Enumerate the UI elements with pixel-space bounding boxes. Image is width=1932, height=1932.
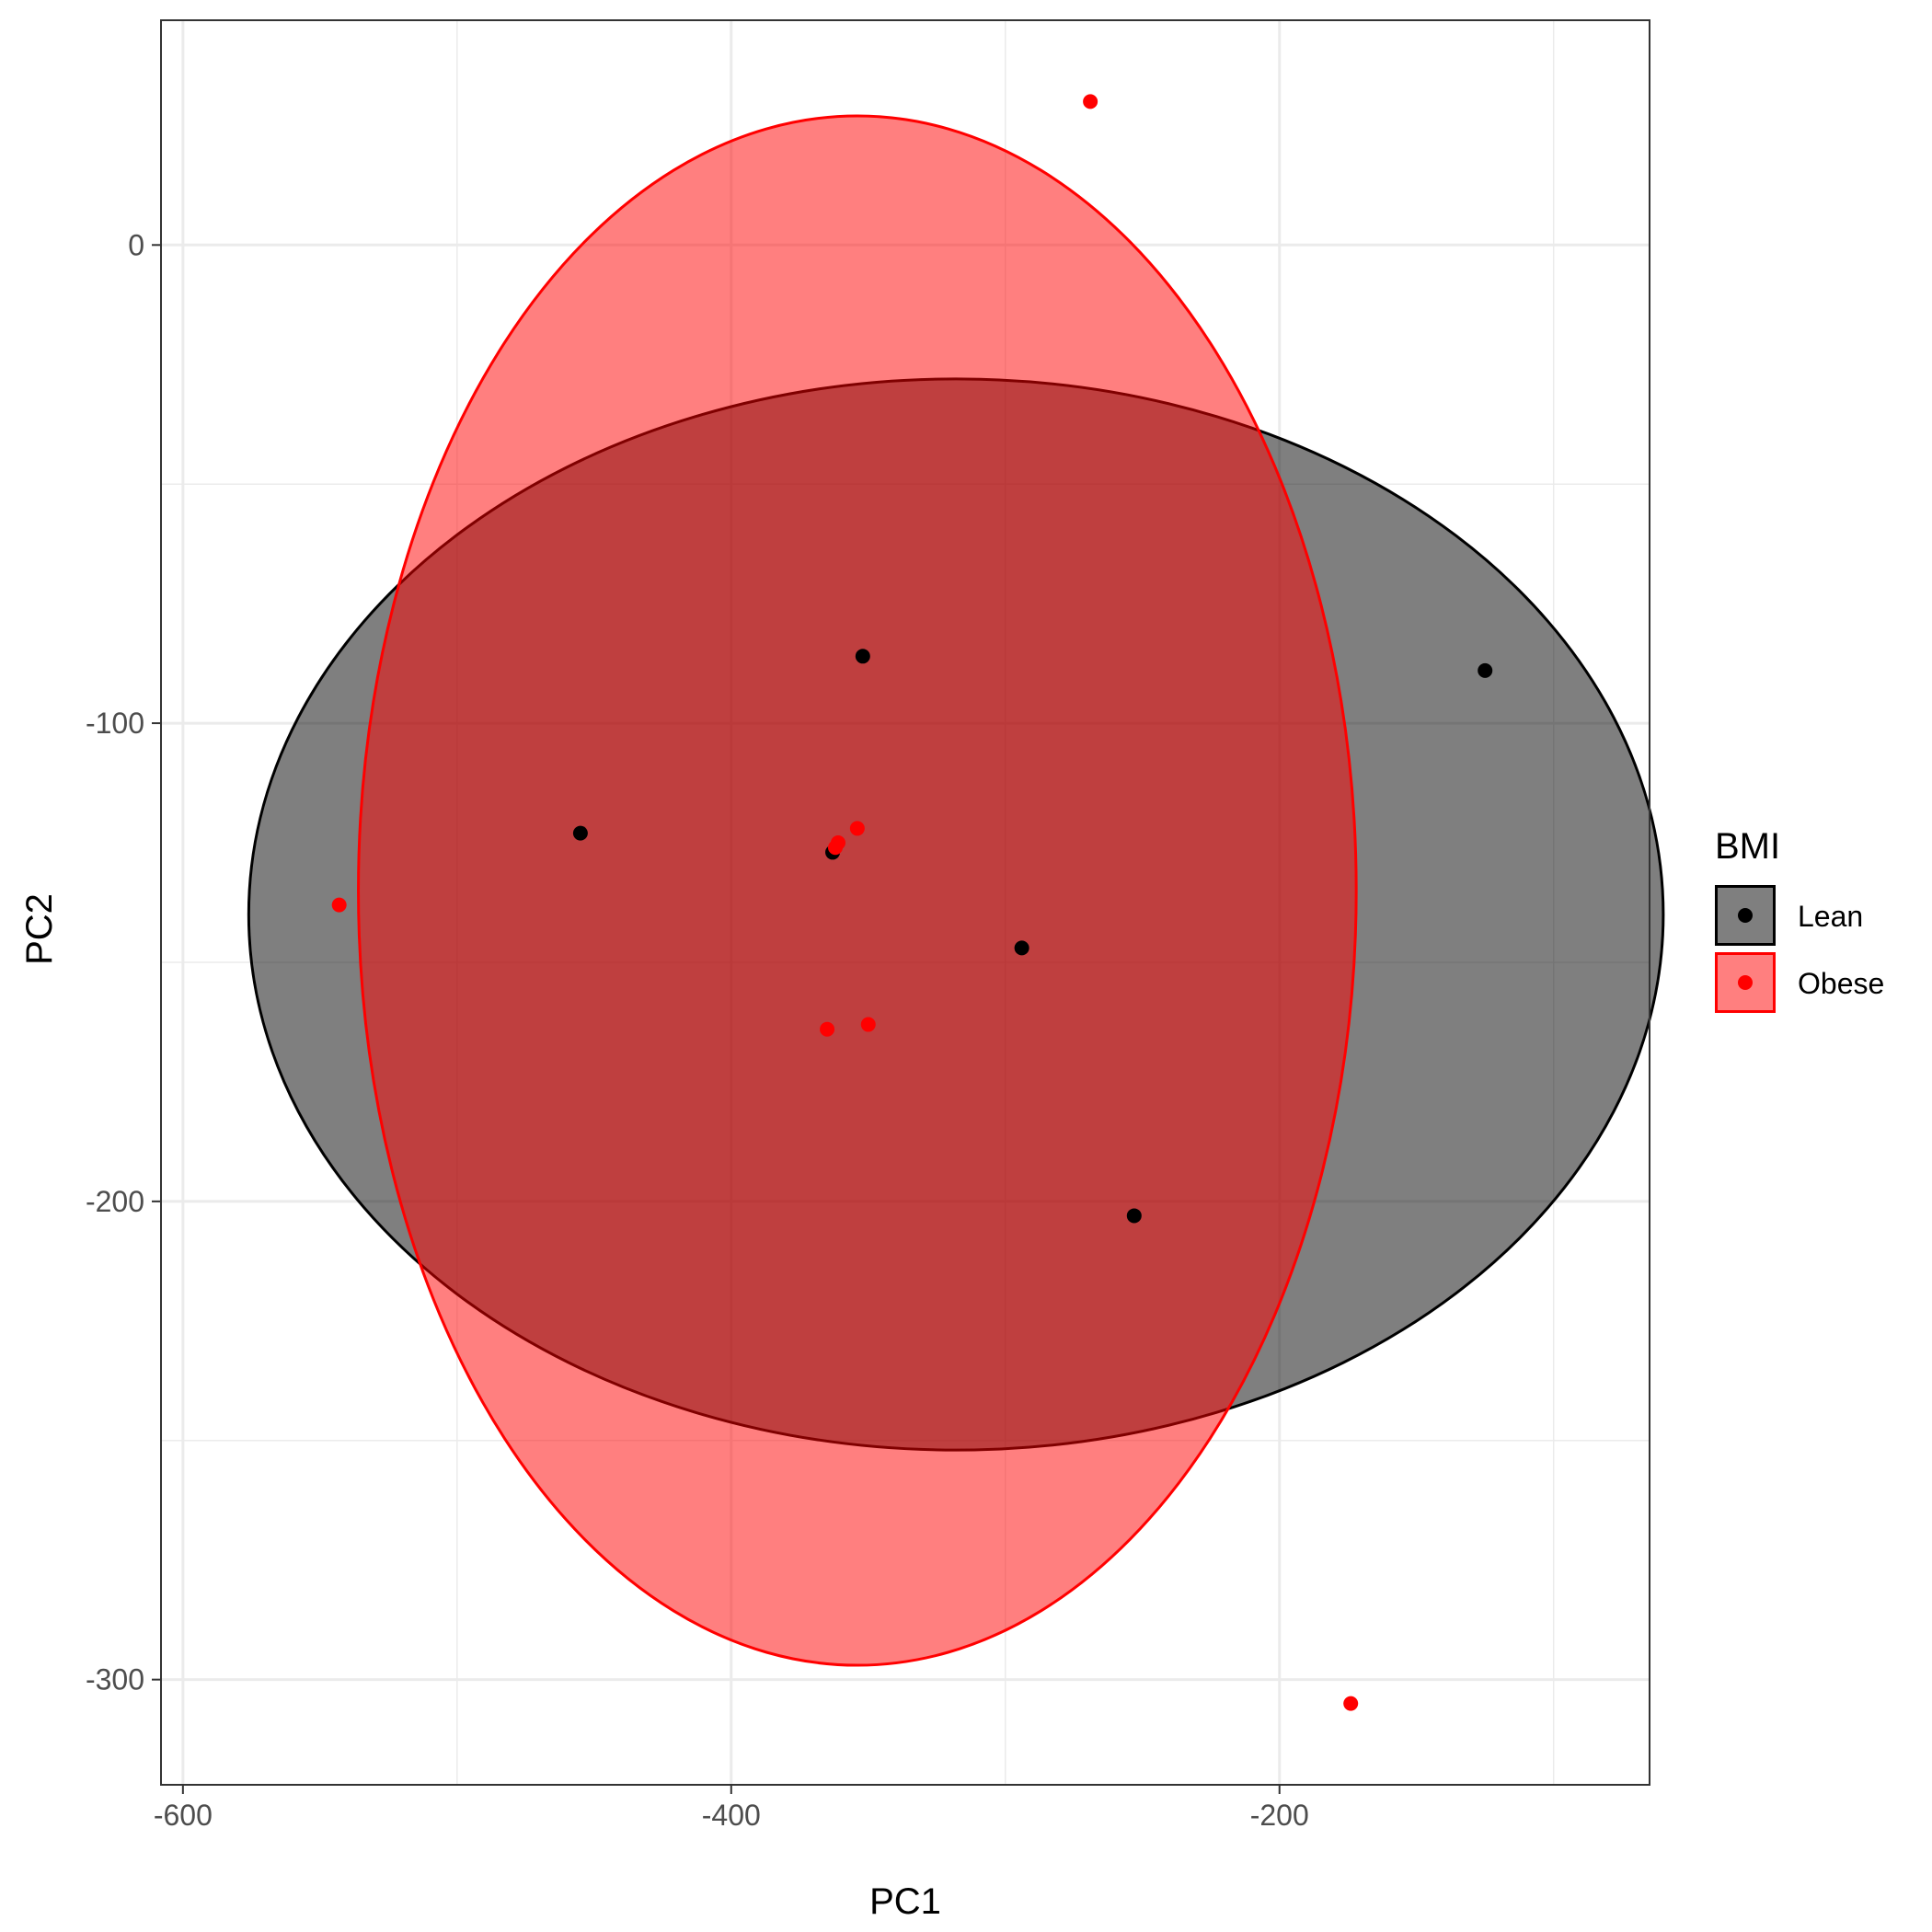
point-obese <box>849 821 865 836</box>
legend-label: Obese <box>1798 967 1884 1000</box>
legend: BMI Lean Obese <box>1715 826 1884 1013</box>
point-obese <box>820 1021 835 1037</box>
point-lean <box>1126 1208 1142 1224</box>
point-lean <box>1478 662 1493 678</box>
x-tick-label: -600 <box>154 1799 213 1832</box>
point-lean <box>855 649 870 664</box>
data-points <box>331 94 1493 1711</box>
x-tick-label: -400 <box>702 1799 761 1832</box>
legend-key-point <box>1738 975 1753 990</box>
y-axis-ticks: 0 -100 -200 -300 <box>86 228 161 1696</box>
y-tick-label: -200 <box>86 1185 144 1218</box>
confidence-ellipses <box>247 114 1665 1667</box>
point-lean <box>572 825 588 841</box>
ellipse-obese <box>357 114 1358 1667</box>
legend-item-obese: Obese <box>1715 952 1884 1013</box>
point-obese <box>860 1017 876 1032</box>
x-axis-title: PC1 <box>869 1881 941 1922</box>
y-axis-title: PC2 <box>19 893 60 965</box>
point-obese <box>331 897 347 913</box>
y-tick-label: 0 <box>128 228 144 261</box>
legend-key-point <box>1738 908 1753 923</box>
legend-title: BMI <box>1715 826 1780 867</box>
legend-label: Lean <box>1798 900 1863 933</box>
point-obese <box>1343 1696 1359 1711</box>
x-axis-ticks: -600 -400 -200 <box>154 1785 1309 1832</box>
point-obese <box>1083 94 1098 109</box>
point-obese <box>828 840 844 856</box>
legend-item-lean: Lean <box>1715 885 1863 946</box>
y-tick-label: -300 <box>86 1663 144 1696</box>
x-tick-label: -200 <box>1250 1799 1309 1832</box>
panel-border <box>160 19 1650 1786</box>
point-lean <box>1014 940 1029 956</box>
y-tick-label: -100 <box>86 707 144 740</box>
